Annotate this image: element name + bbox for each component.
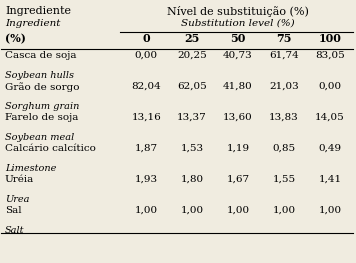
Text: Sorghum grain: Sorghum grain	[5, 102, 79, 111]
Text: 40,73: 40,73	[223, 51, 253, 60]
Text: Sal: Sal	[5, 206, 22, 215]
Text: 0,00: 0,00	[318, 82, 341, 91]
Text: 75: 75	[276, 33, 292, 44]
Text: Soybean meal: Soybean meal	[5, 133, 74, 142]
Text: Calcário calcítico: Calcário calcítico	[5, 144, 96, 153]
Text: 61,74: 61,74	[269, 51, 299, 60]
Text: Ingredient: Ingredient	[5, 19, 60, 28]
Text: 1,00: 1,00	[180, 206, 204, 215]
Text: Substitution level (%): Substitution level (%)	[181, 19, 295, 28]
Text: 13,37: 13,37	[177, 113, 207, 122]
Text: 62,05: 62,05	[177, 82, 207, 91]
Text: 1,67: 1,67	[226, 175, 250, 184]
Text: 13,16: 13,16	[131, 113, 161, 122]
Text: 1,19: 1,19	[226, 144, 250, 153]
Text: 1,93: 1,93	[135, 175, 158, 184]
Text: Soybean hulls: Soybean hulls	[5, 71, 74, 80]
Text: 82,04: 82,04	[131, 82, 161, 91]
Text: 25: 25	[184, 33, 200, 44]
Text: 14,05: 14,05	[315, 113, 345, 122]
Text: Limestone: Limestone	[5, 164, 56, 173]
Text: 0: 0	[142, 33, 150, 44]
Text: 1,00: 1,00	[135, 206, 158, 215]
Text: 1,00: 1,00	[272, 206, 295, 215]
Text: 1,87: 1,87	[135, 144, 158, 153]
Text: Salt: Salt	[5, 226, 25, 235]
Text: Urea: Urea	[5, 195, 30, 204]
Text: Grão de sorgo: Grão de sorgo	[5, 82, 79, 92]
Text: 83,05: 83,05	[315, 51, 345, 60]
Text: Casca de soja: Casca de soja	[5, 51, 77, 60]
Text: 1,00: 1,00	[226, 206, 250, 215]
Text: 13,83: 13,83	[269, 113, 299, 122]
Text: 50: 50	[230, 33, 246, 44]
Text: 0,00: 0,00	[135, 51, 158, 60]
Text: 0,85: 0,85	[272, 144, 295, 153]
Text: Farelo de soja: Farelo de soja	[5, 113, 78, 122]
Text: 1,55: 1,55	[272, 175, 295, 184]
Text: Ingrediente: Ingrediente	[5, 6, 71, 16]
Text: 21,03: 21,03	[269, 82, 299, 91]
Text: (%): (%)	[5, 33, 26, 44]
Text: Nível de substituição (%): Nível de substituição (%)	[167, 6, 309, 17]
Text: 20,25: 20,25	[177, 51, 207, 60]
Text: 0,49: 0,49	[318, 144, 341, 153]
Text: 13,60: 13,60	[223, 113, 253, 122]
Text: 1,53: 1,53	[180, 144, 204, 153]
Text: 1,41: 1,41	[318, 175, 341, 184]
Text: 1,80: 1,80	[180, 175, 204, 184]
Text: 100: 100	[319, 33, 341, 44]
Text: 41,80: 41,80	[223, 82, 253, 91]
Text: 1,00: 1,00	[318, 206, 341, 215]
Text: Uréia: Uréia	[5, 175, 34, 184]
